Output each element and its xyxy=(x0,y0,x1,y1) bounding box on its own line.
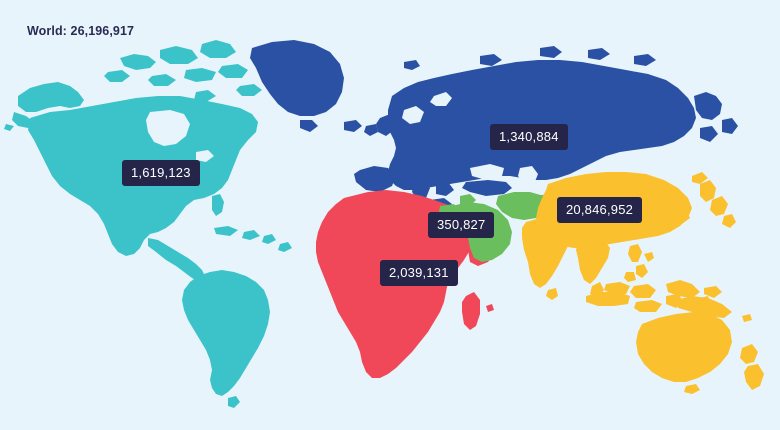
data-label-asia-pacific[interactable]: 20,846,952 xyxy=(557,197,643,223)
world-total-label: World: 26,196,917 xyxy=(27,24,135,38)
data-label-africa[interactable]: 2,039,131 xyxy=(380,260,458,286)
region-americas[interactable] xyxy=(4,40,292,408)
data-label-europe[interactable]: 1,340,884 xyxy=(490,124,568,150)
data-label-americas[interactable]: 1,619,123 xyxy=(122,160,200,186)
data-label-eastern-mediterranean[interactable]: 350,827 xyxy=(428,212,495,238)
